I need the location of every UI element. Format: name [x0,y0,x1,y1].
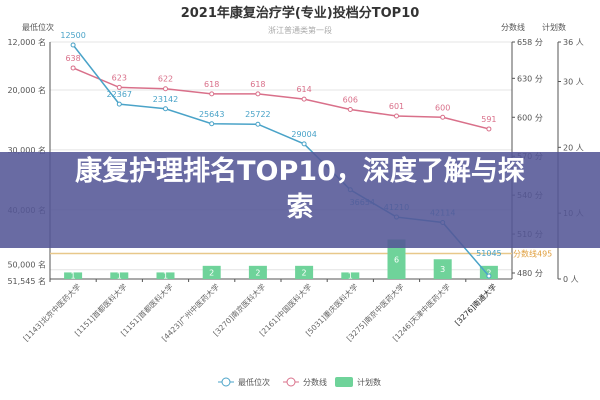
rank-label: 25722 [245,110,270,119]
bar [202,265,221,279]
bar [248,265,267,279]
x-tick-label: [3276]南通大学 [452,281,498,327]
y-right2-tick: 20 人 [563,143,584,152]
score-label: 606 [343,95,358,104]
bar [64,272,83,279]
bar-label: 1 [71,272,76,281]
bar [156,272,175,279]
score-point [116,84,122,90]
score-point [209,91,215,97]
y-left-tick: 20,000 名 [7,85,46,95]
rank-label: 25643 [199,110,224,119]
bar-label: 3 [440,265,445,274]
y-right2-tick: 30 人 [563,78,584,87]
y-left-label: 最低位次 [22,22,54,32]
rank-point [163,106,168,112]
bar-label: 1 [163,272,168,281]
legend-swatch [335,377,353,387]
score-label: 591 [481,115,496,124]
score-point [163,86,168,92]
score-label: 618 [204,80,219,89]
score-point [301,96,307,102]
y-right2-label: 计划数 [542,22,566,32]
rank-point [209,121,215,127]
score-label: 618 [250,80,265,89]
y-right1-label: 分数线 [501,22,525,32]
rank-label: 12500 [60,31,85,40]
overlay-banner: 康复护理排名TOP10，深度了解与探索 [0,152,600,248]
y-left-tick: 51,545 名 [7,276,46,286]
chart-title: 2021年康复治疗学(专业)投档分TOP10 [181,5,420,21]
rank-label: 29004 [291,130,316,139]
y-left-tick: 30,000 名 [7,145,46,155]
y-right1-tick: 600 分 [517,113,543,122]
y-right1-tick: 658 分 [517,38,543,47]
bar [433,259,452,279]
score-label: 601 [389,102,404,111]
score-label: 600 [435,103,450,112]
bar-label: 2 [486,268,491,277]
y-left-tick: 12,000 名 [7,37,46,47]
legend-marker [221,377,231,387]
bar [295,265,314,279]
score-point [440,114,446,120]
y-left-tick: 50,000 名 [7,260,46,270]
chart-subtitle: 浙江普通类第一段 [268,25,332,35]
score-point [347,106,353,112]
score-label: 623 [112,73,127,82]
rank-label: 22367 [107,90,132,99]
bar-label: 1 [117,272,122,281]
bar-label: 2 [302,268,307,277]
rank-point [116,101,122,107]
score-label: 638 [65,54,80,63]
y-right1-tick: 630 分 [517,74,543,83]
y-right2-tick: 0 人 [563,275,579,284]
rank-point [70,42,76,48]
markline-label: 分数线495 [513,249,552,259]
rank-point [486,273,492,279]
score-line [72,67,490,130]
legend-label: 分数线 [303,377,327,387]
bar-label: 2 [209,268,214,277]
y-right2-tick: 36 人 [563,38,584,47]
bar-label: 2 [255,268,260,277]
bar [341,272,360,279]
score-point [486,126,492,132]
score-point [394,113,399,119]
rank-point [301,141,307,147]
bar [387,239,406,279]
y-right1-tick: 480 分 [517,269,543,278]
score-label: 614 [296,85,311,94]
legend-label: 最低位次 [238,377,270,387]
score-label: 622 [158,75,173,84]
bar [110,272,129,279]
bar [479,265,498,279]
legend-marker [286,377,296,387]
bar-label: 1 [348,272,353,281]
rank-point [255,121,261,127]
bar-label: 6 [394,255,399,264]
rank-label: 51045 [476,249,501,258]
legend-label: 计划数 [357,377,381,387]
banner-title: 康复护理排名TOP10，深度了解与探索 [75,156,525,223]
score-point [255,91,261,97]
score-point [70,65,76,71]
x-tick-label: [1143]北京中医药大学 [21,281,83,343]
rank-label: 23142 [153,95,178,104]
